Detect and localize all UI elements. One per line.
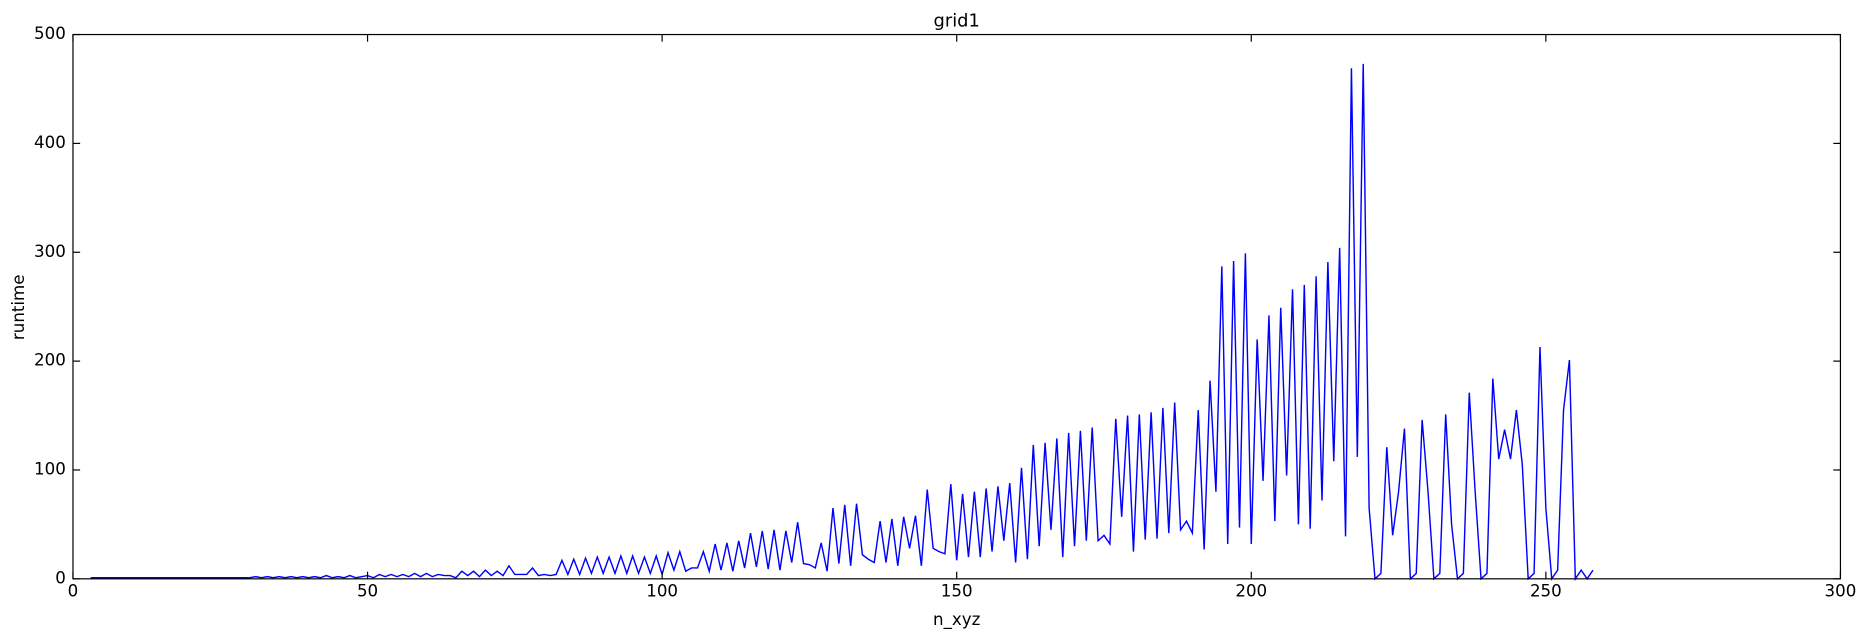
x-axis-label: n_xyz — [933, 610, 981, 630]
x-tick-label: 300 — [1825, 581, 1857, 600]
chart-title: grid1 — [934, 10, 980, 31]
y-axis-label: runtime — [9, 274, 28, 340]
y-tick-label: 100 — [34, 459, 66, 478]
x-tick-label: 150 — [941, 581, 973, 600]
y-tick-label: 500 — [34, 24, 66, 43]
y-tick-label: 300 — [34, 242, 66, 261]
x-tick-label: 50 — [357, 581, 378, 600]
y-tick-label: 0 — [55, 568, 66, 587]
data-line — [90, 63, 1594, 582]
x-tick-label: 100 — [646, 581, 678, 600]
x-tick-label: 200 — [1235, 581, 1267, 600]
y-tick-label: 400 — [34, 133, 66, 152]
y-tick-label: 200 — [34, 351, 66, 370]
x-tick-label: 0 — [68, 581, 79, 600]
x-tick-label: 250 — [1530, 581, 1562, 600]
